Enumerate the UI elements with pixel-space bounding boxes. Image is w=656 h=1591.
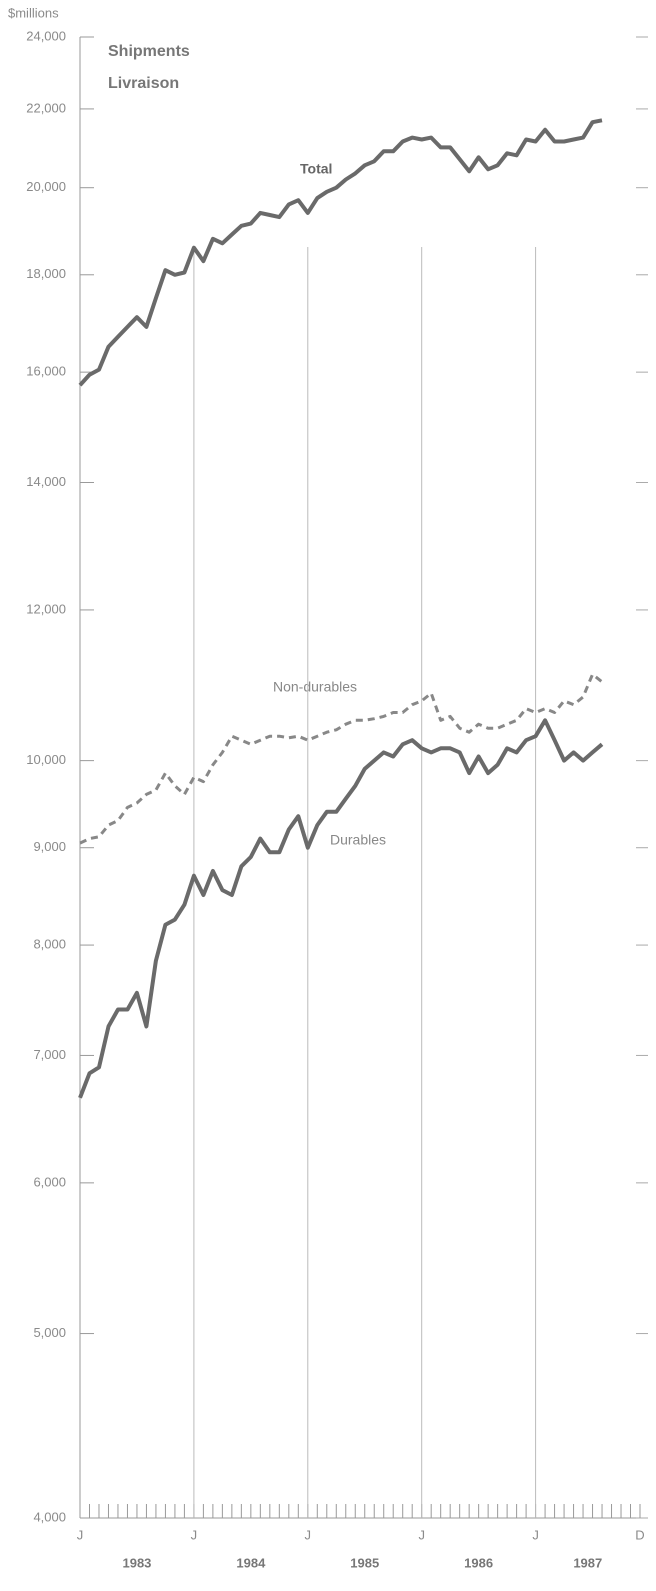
y-tick-label: 10,000 xyxy=(26,752,66,767)
y-tick-label: 8,000 xyxy=(33,937,66,952)
chart-subtitle: Livraison xyxy=(108,75,179,92)
y-tick-label: 7,000 xyxy=(33,1047,66,1062)
chart-title: Shipments xyxy=(108,43,190,60)
y-tick-label: 24,000 xyxy=(26,28,66,43)
y-tick-label: 22,000 xyxy=(26,100,66,115)
x-tick-label: D xyxy=(635,1527,644,1542)
y-tick-label: 18,000 xyxy=(26,266,66,281)
year-label: 1987 xyxy=(573,1555,602,1570)
year-label: 1984 xyxy=(236,1555,266,1570)
series-label: Non-durables xyxy=(273,679,357,695)
y-tick-label: 12,000 xyxy=(26,601,66,616)
y-tick-label: 9,000 xyxy=(33,839,66,854)
series-label: Durables xyxy=(330,832,386,848)
year-label: 1985 xyxy=(350,1555,379,1570)
y-tick-label: 16,000 xyxy=(26,364,66,379)
y-tick-label: 5,000 xyxy=(33,1325,66,1340)
x-tick-label: J xyxy=(305,1527,312,1542)
y-tick-label: 14,000 xyxy=(26,474,66,489)
year-label: 1983 xyxy=(122,1555,151,1570)
series-line xyxy=(79,672,603,845)
y-axis-label: $millions xyxy=(8,5,59,20)
x-tick-label: J xyxy=(77,1527,84,1542)
series-line xyxy=(78,718,604,1099)
x-tick-label: J xyxy=(191,1527,198,1542)
x-tick-label: J xyxy=(532,1527,539,1542)
y-tick-label: 4,000 xyxy=(33,1509,66,1524)
series-label: Total xyxy=(300,161,332,177)
year-label: 1986 xyxy=(464,1555,493,1570)
y-tick-label: 6,000 xyxy=(33,1174,66,1189)
x-tick-label: J xyxy=(418,1527,425,1542)
y-tick-label: 20,000 xyxy=(26,179,66,194)
series-line xyxy=(78,118,603,387)
